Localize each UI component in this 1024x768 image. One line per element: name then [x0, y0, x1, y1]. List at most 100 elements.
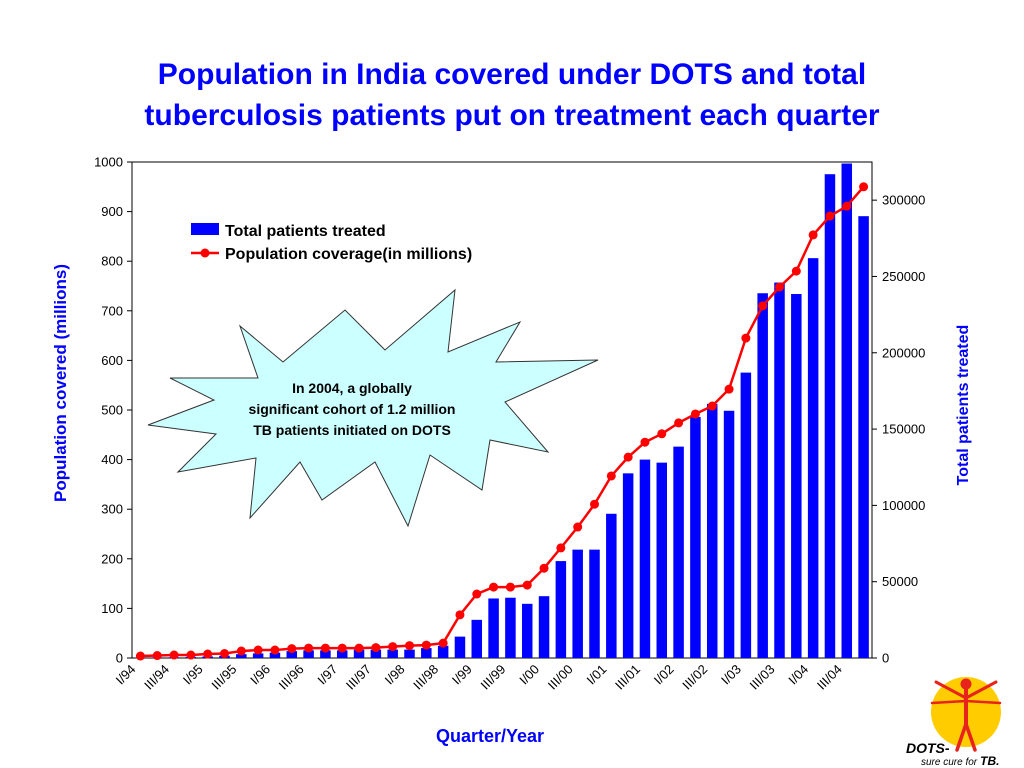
- population-coverage-point-19: [455, 610, 465, 620]
- population-coverage-point-28: [606, 471, 616, 481]
- bar-total-patients-34: [706, 403, 718, 658]
- y-left-tick-label: 200: [101, 551, 123, 566]
- population-coverage-point-5: [220, 649, 229, 659]
- y-right-tick-label: 300000: [882, 193, 925, 208]
- bar-total-patients-20: [471, 619, 483, 658]
- population-coverage-point-10: [304, 643, 314, 653]
- x-tick-label: I/99: [449, 662, 475, 688]
- x-tick-label: III/00: [545, 662, 576, 693]
- bar-total-patients-12: [336, 650, 348, 658]
- bar-total-patients-29: [622, 473, 634, 658]
- bar-total-patients-30: [639, 459, 651, 658]
- legend-label-population-coverage: Population coverage(in millions): [225, 246, 472, 263]
- logo-figure-head: [960, 678, 972, 690]
- population-coverage-point-41: [825, 211, 835, 221]
- population-coverage-point-35: [724, 384, 734, 394]
- x-tick-label: I/02: [651, 662, 677, 688]
- population-coverage-point-29: [623, 452, 633, 462]
- population-coverage-point-9: [287, 644, 297, 654]
- population-coverage-point-21: [489, 582, 499, 592]
- bar-total-patients-42: [841, 163, 853, 658]
- bar-total-patients-37: [757, 293, 768, 658]
- logo-name: DOTS-: [906, 740, 950, 756]
- population-coverage-point-27: [590, 499, 599, 509]
- y-left-tick-label: 100: [101, 601, 123, 616]
- population-coverage-point-12: [337, 643, 347, 653]
- bar-total-patients-26: [572, 549, 583, 658]
- population-coverage-point-33: [690, 409, 700, 419]
- logo-figure-leg-left: [955, 722, 968, 752]
- y-right-tick-label: 0: [882, 651, 889, 666]
- bar-total-patients-25: [555, 561, 567, 658]
- bar-total-patients-35: [723, 410, 735, 658]
- x-tick-label: I/04: [785, 662, 811, 688]
- x-tick-label: I/97: [314, 662, 340, 688]
- y-right-tick-label: 200000: [882, 345, 925, 360]
- legend-label-total-patients: Total patients treated: [225, 223, 386, 240]
- population-coverage-point-18: [438, 638, 448, 648]
- population-coverage-point-0: [135, 651, 145, 661]
- y-left-tick-label: 1000: [94, 155, 123, 170]
- callout-line-3: TB patients initiated on DOTS: [253, 422, 451, 438]
- population-coverage-point-20: [472, 589, 482, 599]
- logo-figure-arm-left: [930, 699, 968, 705]
- population-coverage-point-38: [775, 282, 784, 292]
- line-series-population-coverage: [135, 182, 869, 661]
- logo-tagline-text: sure cure for: [921, 757, 978, 768]
- legend-swatch-marker: [200, 248, 210, 258]
- population-coverage-point-25: [556, 543, 566, 553]
- population-coverage-point-8: [270, 645, 280, 655]
- population-coverage-point-39: [791, 266, 801, 276]
- population-coverage-point-23: [522, 580, 532, 590]
- chart-title: Population in India covered under DOTS a…: [144, 58, 879, 132]
- population-coverage-point-6: [236, 646, 246, 656]
- bar-total-patients-15: [387, 649, 398, 658]
- bar-total-patients-17: [421, 648, 432, 658]
- bar-total-patients-40: [807, 258, 819, 658]
- bar-total-patients-31: [656, 462, 668, 658]
- bar-total-patients-36: [740, 372, 752, 658]
- population-coverage-point-3: [186, 650, 196, 660]
- bar-total-patients-38: [774, 282, 785, 658]
- y-left-tick-label: 700: [101, 303, 123, 318]
- x-tick-label: III/04: [814, 662, 845, 693]
- population-coverage-point-37: [758, 301, 768, 311]
- x-tick-label: I/96: [247, 662, 273, 688]
- population-coverage-point-42: [842, 201, 852, 211]
- bar-total-patients-16: [404, 649, 415, 658]
- bar-total-patients-19: [454, 636, 466, 658]
- population-coverage-point-7: [253, 645, 263, 655]
- bar-total-patients-8: [269, 652, 281, 658]
- legend-swatch-bar: [191, 223, 219, 235]
- x-tick-label: III/97: [343, 662, 374, 693]
- population-coverage-point-11: [320, 643, 330, 653]
- bar-total-patients-21: [488, 598, 499, 658]
- bar-total-patients-28: [606, 513, 617, 658]
- y-axis-right-title: Total patients treated: [955, 325, 972, 486]
- x-tick-label: I/00: [516, 662, 542, 688]
- bar-total-patients-33: [690, 416, 701, 658]
- y-right-tick-label: 250000: [882, 269, 925, 284]
- population-coverage-point-34: [707, 401, 717, 411]
- logo-figure-arm-right: [964, 699, 1002, 705]
- population-coverage-point-26: [573, 522, 583, 532]
- x-tick-label: III/95: [208, 662, 239, 693]
- population-coverage-point-2: [169, 650, 179, 660]
- logo-figure-arm-raised-left: [934, 680, 968, 700]
- population-coverage-point-31: [657, 429, 667, 439]
- y-right-tick-label: 50000: [882, 574, 918, 589]
- y-left-tick-label: 900: [101, 204, 123, 219]
- bar-total-patients-7: [252, 653, 264, 658]
- population-coverage-point-22: [505, 582, 515, 592]
- logo-figure-arm-raised-right: [964, 680, 998, 700]
- population-coverage-point-1: [152, 651, 162, 661]
- logo-figure-leg-right: [964, 722, 977, 752]
- logo-tagline-emphasis: TB.: [980, 754, 999, 768]
- y-left-tick-label: 400: [101, 452, 123, 467]
- population-coverage-point-16: [405, 641, 414, 651]
- x-tick-label: I/95: [180, 662, 206, 688]
- bar-total-patients-41: [824, 174, 836, 658]
- population-coverage-point-36: [741, 333, 751, 343]
- population-coverage-point-43: [859, 182, 869, 192]
